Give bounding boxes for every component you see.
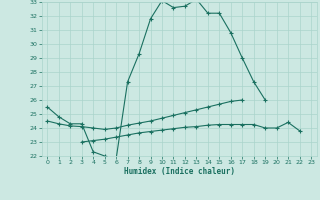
X-axis label: Humidex (Indice chaleur): Humidex (Indice chaleur) [124, 167, 235, 176]
